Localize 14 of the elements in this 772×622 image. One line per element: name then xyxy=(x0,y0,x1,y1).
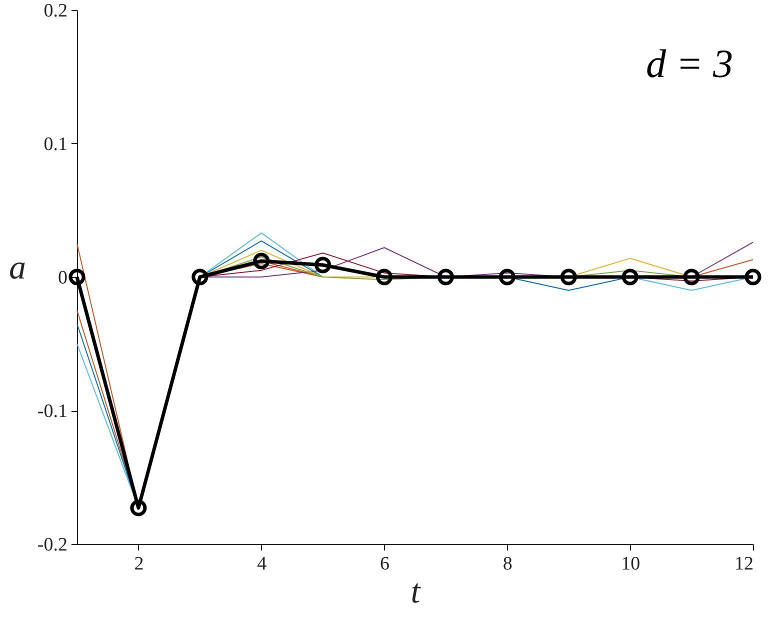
x-tick-label: 8 xyxy=(502,554,512,574)
x-tick-label: 10 xyxy=(621,554,640,574)
annotation: d = 3 xyxy=(646,41,733,86)
y-tick-label: -0.2 xyxy=(37,534,68,556)
y-axis-title: a xyxy=(9,250,26,286)
y-tick-label: 0.2 xyxy=(44,0,68,22)
x-axis-title: t xyxy=(410,574,422,610)
x-tick-label: 12 xyxy=(734,554,754,574)
y-tick-label: 0 xyxy=(58,268,68,288)
x-tick-label: 4 xyxy=(257,554,268,574)
x-tick-label: 6 xyxy=(380,554,390,574)
y-tick-label: 0.1 xyxy=(44,134,68,155)
x-tick-label: 2 xyxy=(134,554,144,574)
y-tick-label: -0.1 xyxy=(37,401,68,422)
